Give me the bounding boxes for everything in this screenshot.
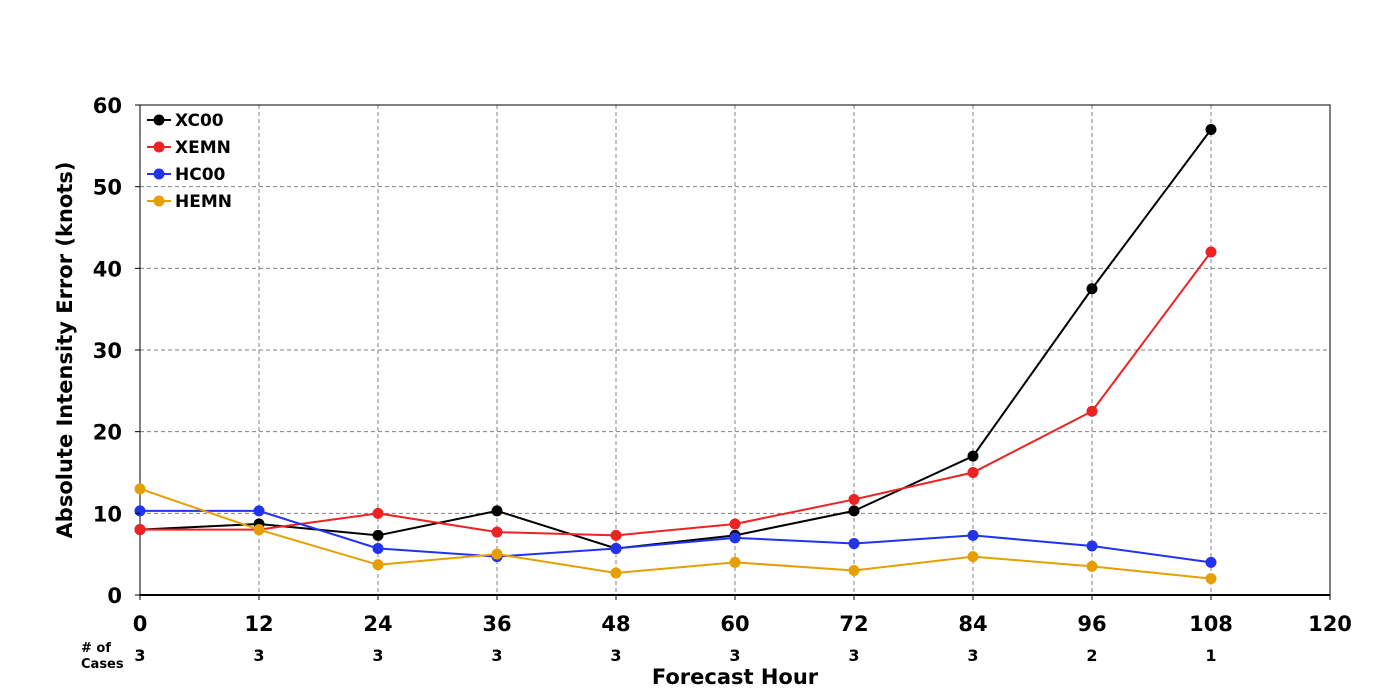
- legend-marker: [153, 141, 165, 153]
- series-line: [139, 128, 1212, 550]
- data-point: [491, 505, 503, 517]
- data-point: [967, 529, 979, 541]
- data-point: [967, 467, 979, 478]
- x-tick-label: 84: [958, 612, 987, 636]
- case-count: 3: [491, 646, 502, 665]
- legend-marker: [153, 168, 165, 180]
- y-tick-label: 20: [93, 421, 122, 445]
- x-tick-label: 0: [133, 612, 148, 636]
- data-point: [1205, 246, 1217, 258]
- data-point: [372, 542, 384, 554]
- x-axis-title: Forecast Hour: [652, 665, 819, 689]
- x-tick-label: 108: [1189, 612, 1233, 636]
- legend-marker: [153, 195, 165, 207]
- data-point: [253, 505, 265, 517]
- data-point: [967, 551, 979, 563]
- data-point: [372, 529, 384, 541]
- data-point: [729, 518, 741, 530]
- x-tick-label: 72: [839, 612, 868, 636]
- data-point: [1086, 540, 1098, 552]
- data-point: [1205, 573, 1217, 585]
- legend-label: XEMN: [175, 138, 231, 158]
- data-point: [1205, 124, 1217, 135]
- series-hc00: [134, 505, 1217, 568]
- y-axis-title: Absolute Intensity Error (knots): [53, 162, 77, 539]
- data-point: [134, 524, 146, 536]
- data-point: [729, 532, 741, 544]
- series-xemn: [134, 246, 1217, 541]
- legend-label: XC00: [175, 111, 224, 131]
- case-count: 3: [967, 646, 978, 665]
- legend-item-hc00: HC00: [147, 165, 226, 185]
- cases-label-line2: Cases: [81, 657, 124, 672]
- series-line: [139, 487, 1212, 580]
- case-count: 3: [253, 646, 264, 665]
- data-point: [372, 559, 384, 571]
- series-hemn: [134, 483, 1217, 585]
- x-tick-label: 96: [1077, 612, 1106, 636]
- x-tick-label: 24: [363, 612, 392, 636]
- y-tick-label: 10: [93, 502, 122, 526]
- series-line: [140, 251, 1212, 537]
- x-tick-label: 60: [720, 612, 749, 636]
- series-layer: [134, 124, 1217, 585]
- data-point: [1086, 560, 1098, 572]
- data-point: [134, 483, 146, 495]
- data-point: [372, 507, 384, 519]
- data-point: [134, 505, 146, 517]
- case-count: 3: [610, 646, 621, 665]
- case-count: 2: [1086, 646, 1097, 665]
- x-tick-label: 48: [601, 612, 630, 636]
- y-tick-label: 50: [93, 176, 122, 200]
- data-point: [848, 565, 860, 576]
- data-point: [848, 538, 860, 550]
- data-point: [1086, 283, 1098, 295]
- data-point: [491, 548, 503, 560]
- series-xc00: [134, 124, 1217, 554]
- data-point: [610, 542, 622, 554]
- data-point: [1205, 556, 1217, 568]
- case-count: 1: [1205, 646, 1216, 665]
- legend-label: HC00: [175, 165, 226, 185]
- legend-marker: [153, 114, 165, 126]
- data-point: [610, 567, 622, 579]
- cases-label-line1: # of: [81, 641, 111, 656]
- data-point: [253, 524, 265, 536]
- legend-label: HEMN: [175, 192, 232, 212]
- y-tick-label: 40: [93, 257, 122, 281]
- y-tick-label: 0: [107, 584, 122, 608]
- series-line: [140, 509, 1212, 564]
- x-tick-label: 120: [1308, 612, 1352, 636]
- legend-item-hemn: HEMN: [147, 192, 232, 212]
- data-point: [848, 505, 860, 517]
- data-point: [1086, 405, 1098, 417]
- x-tick-label: 12: [244, 612, 273, 636]
- case-count: 3: [372, 646, 383, 665]
- legend-item-xc00: XC00: [147, 111, 224, 131]
- y-tick-label: 60: [93, 94, 122, 118]
- x-tick-label: 36: [482, 612, 511, 636]
- data-point: [491, 526, 503, 538]
- data-point: [610, 529, 622, 541]
- data-point: [967, 450, 979, 462]
- data-point: [729, 556, 741, 568]
- case-count: 3: [729, 646, 740, 665]
- y-tick-label: 30: [93, 339, 122, 363]
- legend-item-xemn: XEMN: [147, 138, 231, 158]
- case-count: 3: [134, 646, 145, 665]
- data-point: [848, 493, 860, 505]
- legend: XC00 XEMN HC00 HEMN: [147, 111, 232, 212]
- case-count: 3: [848, 646, 859, 665]
